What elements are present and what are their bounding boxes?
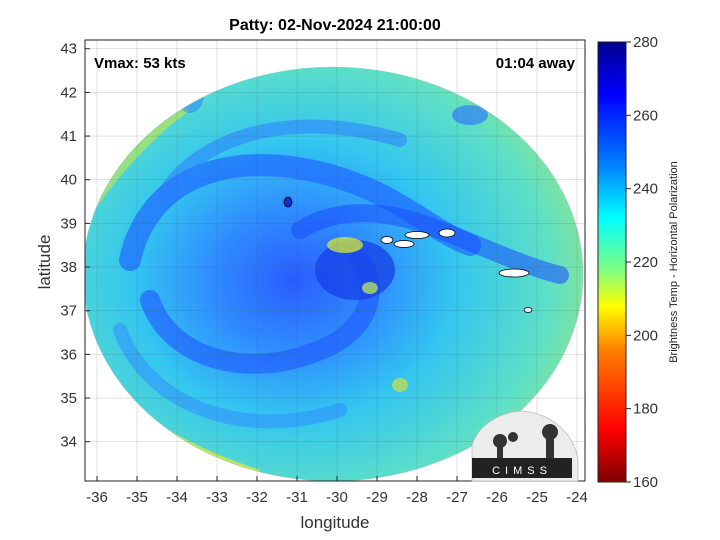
colorbar-ticks: 280 260 240 220 200 180 160 (626, 34, 658, 491)
x-tick-label: -33 (206, 489, 228, 506)
y-axis-label: latitude (35, 235, 54, 290)
colorbar-tick-label: 260 (633, 107, 658, 124)
x-tick-label: -31 (286, 489, 308, 506)
y-tick-label: 37 (60, 303, 77, 320)
cimss-logo: CIMSS (471, 410, 579, 482)
x-tick-label: -25 (526, 489, 548, 506)
colorbar-tick-label: 160 (633, 474, 658, 491)
x-tick-labels: -36 -35 -34 -33 -32 -31 -30 -29 -28 -27 -26 -25 -24 (86, 476, 588, 506)
x-tick-label: -29 (366, 489, 388, 506)
x-tick-label: -36 (86, 489, 108, 506)
y-tick-label: 38 (60, 259, 77, 276)
colorbar-tick-label: 180 (633, 401, 658, 418)
colorbar: 280 260 240 220 200 180 160 Brightness Temp - … (597, 34, 680, 491)
axes-frame (84, 39, 586, 482)
x-tick-label: -24 (566, 489, 588, 506)
y-tick-labels: 43 42 41 40 39 38 37 36 35 34 (60, 41, 90, 451)
microwave-swath (85, 66, 584, 481)
x-tick-label: -28 (406, 489, 428, 506)
x-tick-label: -26 (486, 489, 508, 506)
time-away-annotation: 01:04 away (496, 55, 576, 72)
y-tick-label: 40 (60, 172, 77, 189)
colorbar-label: Brightness Temp - Horizontal Polarizatio… (668, 161, 680, 363)
colorbar-tick-label: 200 (633, 327, 658, 344)
x-tick-label: -32 (246, 489, 268, 506)
vmax-annotation: Vmax: 53 kts (94, 55, 186, 72)
y-tick-label: 35 (60, 390, 77, 407)
y-tick-label: 41 (60, 128, 77, 145)
colorbar-tick-label: 220 (633, 254, 658, 271)
colorbar-gradient (597, 41, 627, 483)
y-tick-label: 42 (60, 84, 77, 101)
x-axis-label: longitude (300, 513, 369, 532)
y-tick-label: 43 (60, 41, 77, 58)
x-tick-label: -27 (446, 489, 468, 506)
x-tick-label: -30 (326, 489, 348, 506)
colorbar-tick-label: 280 (633, 34, 658, 51)
chart-title: Patty: 02-Nov-2024 21:00:00 (229, 17, 441, 34)
y-tick-label: 36 (60, 346, 77, 363)
y-tick-label: 39 (60, 215, 77, 232)
colorbar-tick-label: 240 (633, 181, 658, 198)
y-tick-label: 34 (60, 434, 77, 451)
x-tick-label: -34 (166, 489, 188, 506)
x-tick-label: -35 (126, 489, 148, 506)
logo-text: CIMSS (492, 465, 552, 477)
grid (85, 40, 585, 481)
